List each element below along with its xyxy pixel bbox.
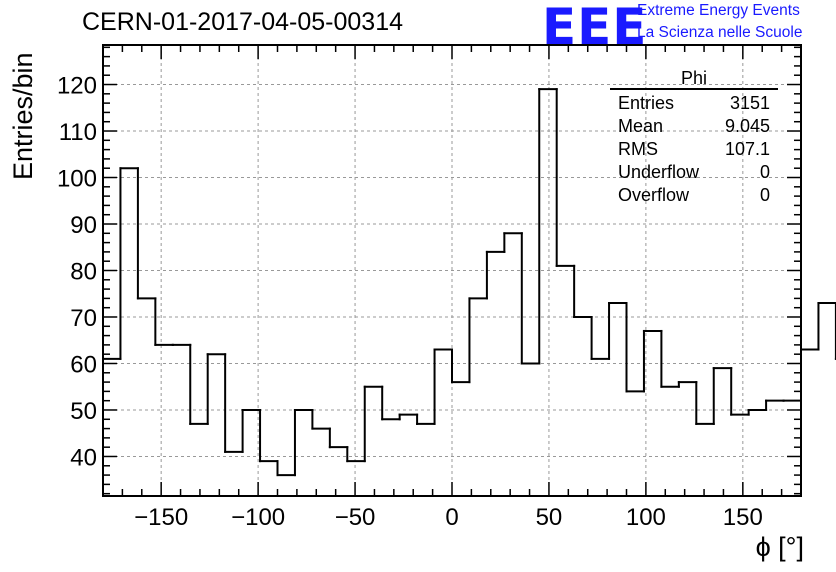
y-tick-label: 100 (57, 166, 97, 193)
stats-value: 3151 (729, 93, 770, 113)
stats-row-underflow: Underflow 0 (610, 161, 778, 184)
eee-logo: EEE (542, 0, 648, 56)
histogram-bars (102, 88, 836, 477)
x-tick-label: 100 (626, 504, 666, 531)
logo-line-1: Extreme Energy Events (637, 2, 800, 19)
y-tick-label: 70 (70, 305, 97, 332)
stats-label: Entries (618, 93, 675, 113)
stats-row-mean: Mean 9.045 (610, 115, 778, 138)
y-tick-label: 120 (57, 73, 97, 100)
stats-box: Phi Entries 3151 Mean 9.045 RMS 107.1 Un… (610, 68, 778, 207)
tick-labels: −150 −100 −50 0 50 100 150 40 50 60 70 80 90 100 110 12… (57, 73, 763, 531)
stats-title: Phi (680, 68, 707, 88)
stats-label: Underflow (618, 162, 700, 182)
y-axis-label: Entries/bin (8, 52, 38, 180)
stats-row-overflow: Overflow 0 (610, 184, 778, 207)
x-tick-label: 50 (536, 504, 563, 531)
stats-value: 9.045 (724, 116, 770, 136)
grid-lines (103, 45, 801, 496)
stats-value: 0 (759, 162, 770, 182)
x-axis-label: ϕ [°] (755, 532, 804, 562)
stats-row-rms: RMS 107.1 (610, 138, 778, 161)
stats-label: Overflow (618, 185, 690, 205)
x-tick-label: −150 (134, 504, 188, 531)
logo-line-2: La Scienza nelle Scuole (637, 24, 803, 41)
x-tick-label: −100 (231, 504, 285, 531)
stats-divider (610, 88, 778, 90)
y-tick-label: 110 (59, 119, 97, 146)
plot-title: CERN-01-2017-04-05-00314 (82, 8, 404, 36)
x-tick-label: 0 (445, 504, 458, 531)
y-tick-label: 80 (70, 259, 97, 286)
y-tick-label: 60 (70, 351, 97, 378)
stats-value: 107.1 (724, 139, 770, 159)
stats-value: 0 (759, 185, 770, 205)
tick-marks (102, 45, 802, 496)
stats-row-entries: Entries 3151 (610, 92, 778, 115)
y-tick-label: 40 (70, 444, 97, 471)
y-tick-label: 50 (70, 398, 97, 425)
stats-label: RMS (618, 139, 658, 159)
x-tick-label: 150 (723, 504, 763, 531)
y-tick-label: 90 (70, 212, 97, 239)
stats-label: Mean (618, 116, 664, 136)
x-tick-label: −50 (335, 504, 376, 531)
